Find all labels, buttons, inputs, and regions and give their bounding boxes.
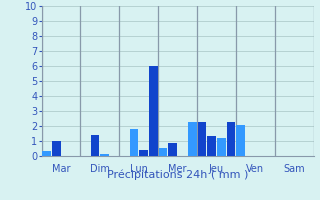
Text: Jeu: Jeu: [209, 164, 224, 174]
Text: Ven: Ven: [246, 164, 264, 174]
Bar: [159, 148, 167, 156]
Bar: [91, 135, 100, 156]
Bar: [207, 136, 216, 156]
Bar: [130, 129, 138, 156]
Bar: [217, 138, 226, 156]
Text: Mar: Mar: [52, 164, 70, 174]
Bar: [149, 66, 158, 156]
Bar: [236, 124, 245, 156]
Bar: [42, 151, 51, 156]
Bar: [168, 142, 177, 156]
Text: Sam: Sam: [283, 164, 305, 174]
Text: Dim: Dim: [90, 164, 110, 174]
Text: Lun: Lun: [130, 164, 148, 174]
Bar: [197, 121, 206, 156]
Bar: [139, 150, 148, 156]
X-axis label: Précipitations 24h ( mm ): Précipitations 24h ( mm ): [107, 170, 248, 180]
Text: Mer: Mer: [168, 164, 187, 174]
Bar: [52, 141, 60, 156]
Bar: [188, 121, 196, 156]
Bar: [227, 121, 236, 156]
Bar: [100, 154, 109, 156]
